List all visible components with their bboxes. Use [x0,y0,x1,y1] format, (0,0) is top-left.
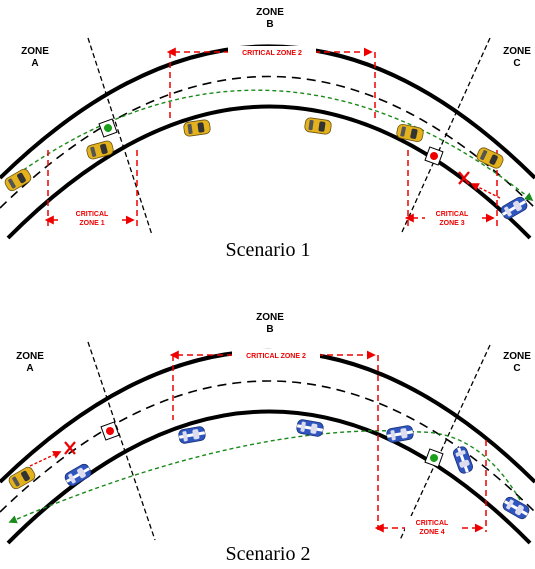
car [303,116,333,136]
shape: ZONE A [21,46,49,69]
shape: CRITICAL ZONE 1 [76,211,109,227]
shape: ZONE C [503,351,531,374]
zone-label: ZONE [21,46,49,57]
critical-zone-label: CRITICAL ZONE 2 [246,353,306,360]
scenario-2: CRITICAL ZONE 2 CRITICAL ZONE 4 ZONE A ZON… [0,312,535,565]
shape: CRITICAL ZONE 4 [416,520,449,536]
blocked-mark [64,441,76,455]
blocked-arrow [470,183,501,199]
zone-label: A [31,58,38,69]
zone-label: ZONE [503,351,531,362]
shape: ZONE C [503,46,531,69]
road-path [0,349,535,484]
critical-zone-label: CRITICAL ZONE 2 [242,50,302,57]
zone-label: C [513,363,520,374]
blocked-mark [458,171,470,185]
road-path [0,380,535,513]
zone-label: ZONE [16,351,44,362]
shape [399,344,491,541]
blocked-arrow [29,451,62,467]
road-path [0,75,535,209]
shape [87,341,156,541]
critical-zone-label: CRITICAL [416,520,449,527]
car [385,424,415,444]
shape: CRITICAL ZONE 3 [436,211,469,227]
zone-label: ZONE [503,46,531,57]
car [177,425,207,445]
caption: Scenario 1 [226,239,311,261]
car [451,444,475,476]
car [474,145,506,171]
zone-label: C [513,58,520,69]
shape [104,124,112,132]
road-path [11,89,534,202]
shape [430,152,438,160]
critical-zone-label: ZONE 4 [419,529,444,536]
road-path [6,104,532,240]
shape [425,207,480,231]
shape [62,207,122,231]
scenario-1: CRITICAL ZONE 1 CRITICAL ZONE 2 CRITICAL Z… [0,7,535,261]
shape [232,349,320,360]
signal-red [424,146,444,166]
zone-label: ZONE [256,7,284,18]
critical-zone-label: ZONE 1 [79,220,104,227]
zone-label: B [266,19,273,30]
car [498,194,530,222]
shape: ZONE A [16,351,44,374]
road-path [8,430,521,524]
shape [106,427,114,435]
car [182,118,212,138]
car [295,418,325,438]
road-path [0,44,535,180]
shape [401,37,491,233]
signal-red [100,421,120,441]
shape [405,516,460,538]
shape [228,46,316,57]
caption: Scenario 2 [226,543,311,565]
car [500,494,532,522]
zone-label: A [26,363,33,374]
critical-zone-label: ZONE 3 [439,220,464,227]
signal-green [424,448,444,468]
shape: ZONE B [256,312,284,335]
shape [430,454,438,462]
critical-zone-label: CRITICAL [76,211,109,218]
shape [87,37,153,236]
critical-zone-label: CRITICAL [436,211,469,218]
signal-green [98,118,118,138]
shape: ZONE B [256,7,284,30]
zone-label: B [266,324,273,335]
zone-label: ZONE [256,312,284,323]
